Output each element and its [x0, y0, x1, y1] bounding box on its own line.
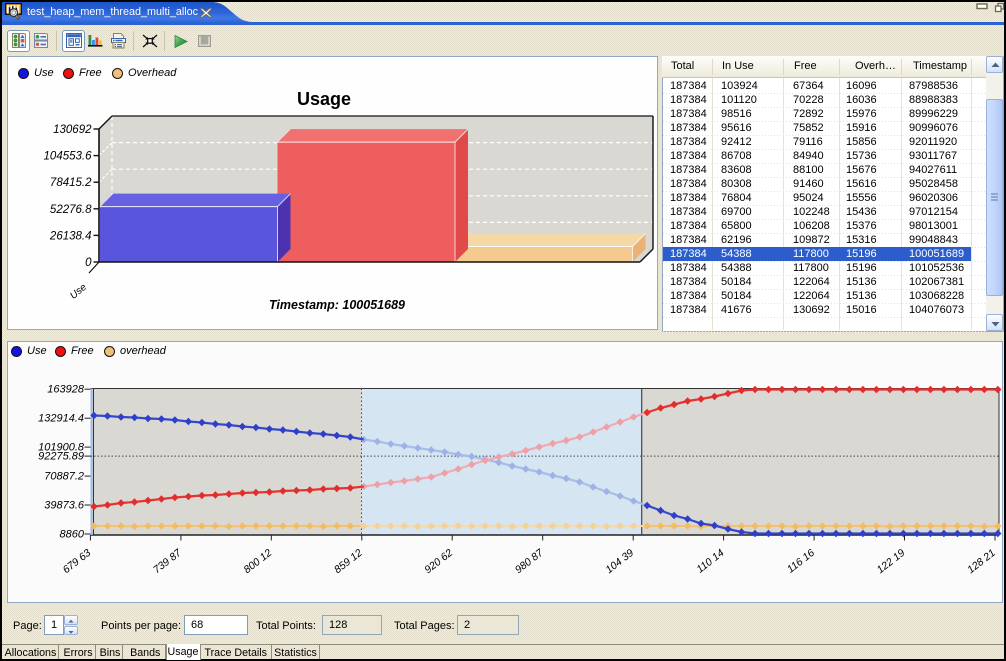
svg-text:110 14: 110 14	[694, 547, 726, 576]
svg-text:800 12: 800 12	[241, 547, 274, 576]
svg-text:52276.8: 52276.8	[50, 204, 92, 216]
svg-text:132914.4: 132914.4	[38, 413, 84, 425]
svg-text:70887.2: 70887.2	[44, 471, 84, 483]
svg-text:104 39: 104 39	[603, 547, 636, 576]
svg-text:92275.89: 92275.89	[38, 451, 84, 463]
svg-text:104553.6: 104553.6	[44, 151, 93, 163]
svg-text:26138.4: 26138.4	[49, 230, 92, 242]
svg-text:920 62: 920 62	[422, 547, 455, 576]
svg-text:739 87: 739 87	[151, 546, 185, 576]
svg-text:859 12: 859 12	[332, 547, 365, 576]
svg-text:Use: Use	[68, 282, 89, 302]
svg-text:122 19: 122 19	[875, 547, 908, 576]
svg-text:39873.6: 39873.6	[44, 500, 85, 512]
svg-text:130692: 130692	[53, 124, 92, 136]
svg-text:128 21: 128 21	[965, 547, 998, 576]
svg-text:163928: 163928	[47, 384, 85, 396]
svg-text:980 87: 980 87	[513, 546, 547, 576]
svg-text:116 16: 116 16	[785, 547, 817, 576]
svg-text:78415.2: 78415.2	[50, 177, 92, 189]
svg-text:8860: 8860	[60, 529, 85, 541]
svg-text:101900.8: 101900.8	[38, 442, 85, 454]
svg-text:679 63: 679 63	[61, 547, 94, 576]
svg-text:0: 0	[85, 257, 92, 269]
